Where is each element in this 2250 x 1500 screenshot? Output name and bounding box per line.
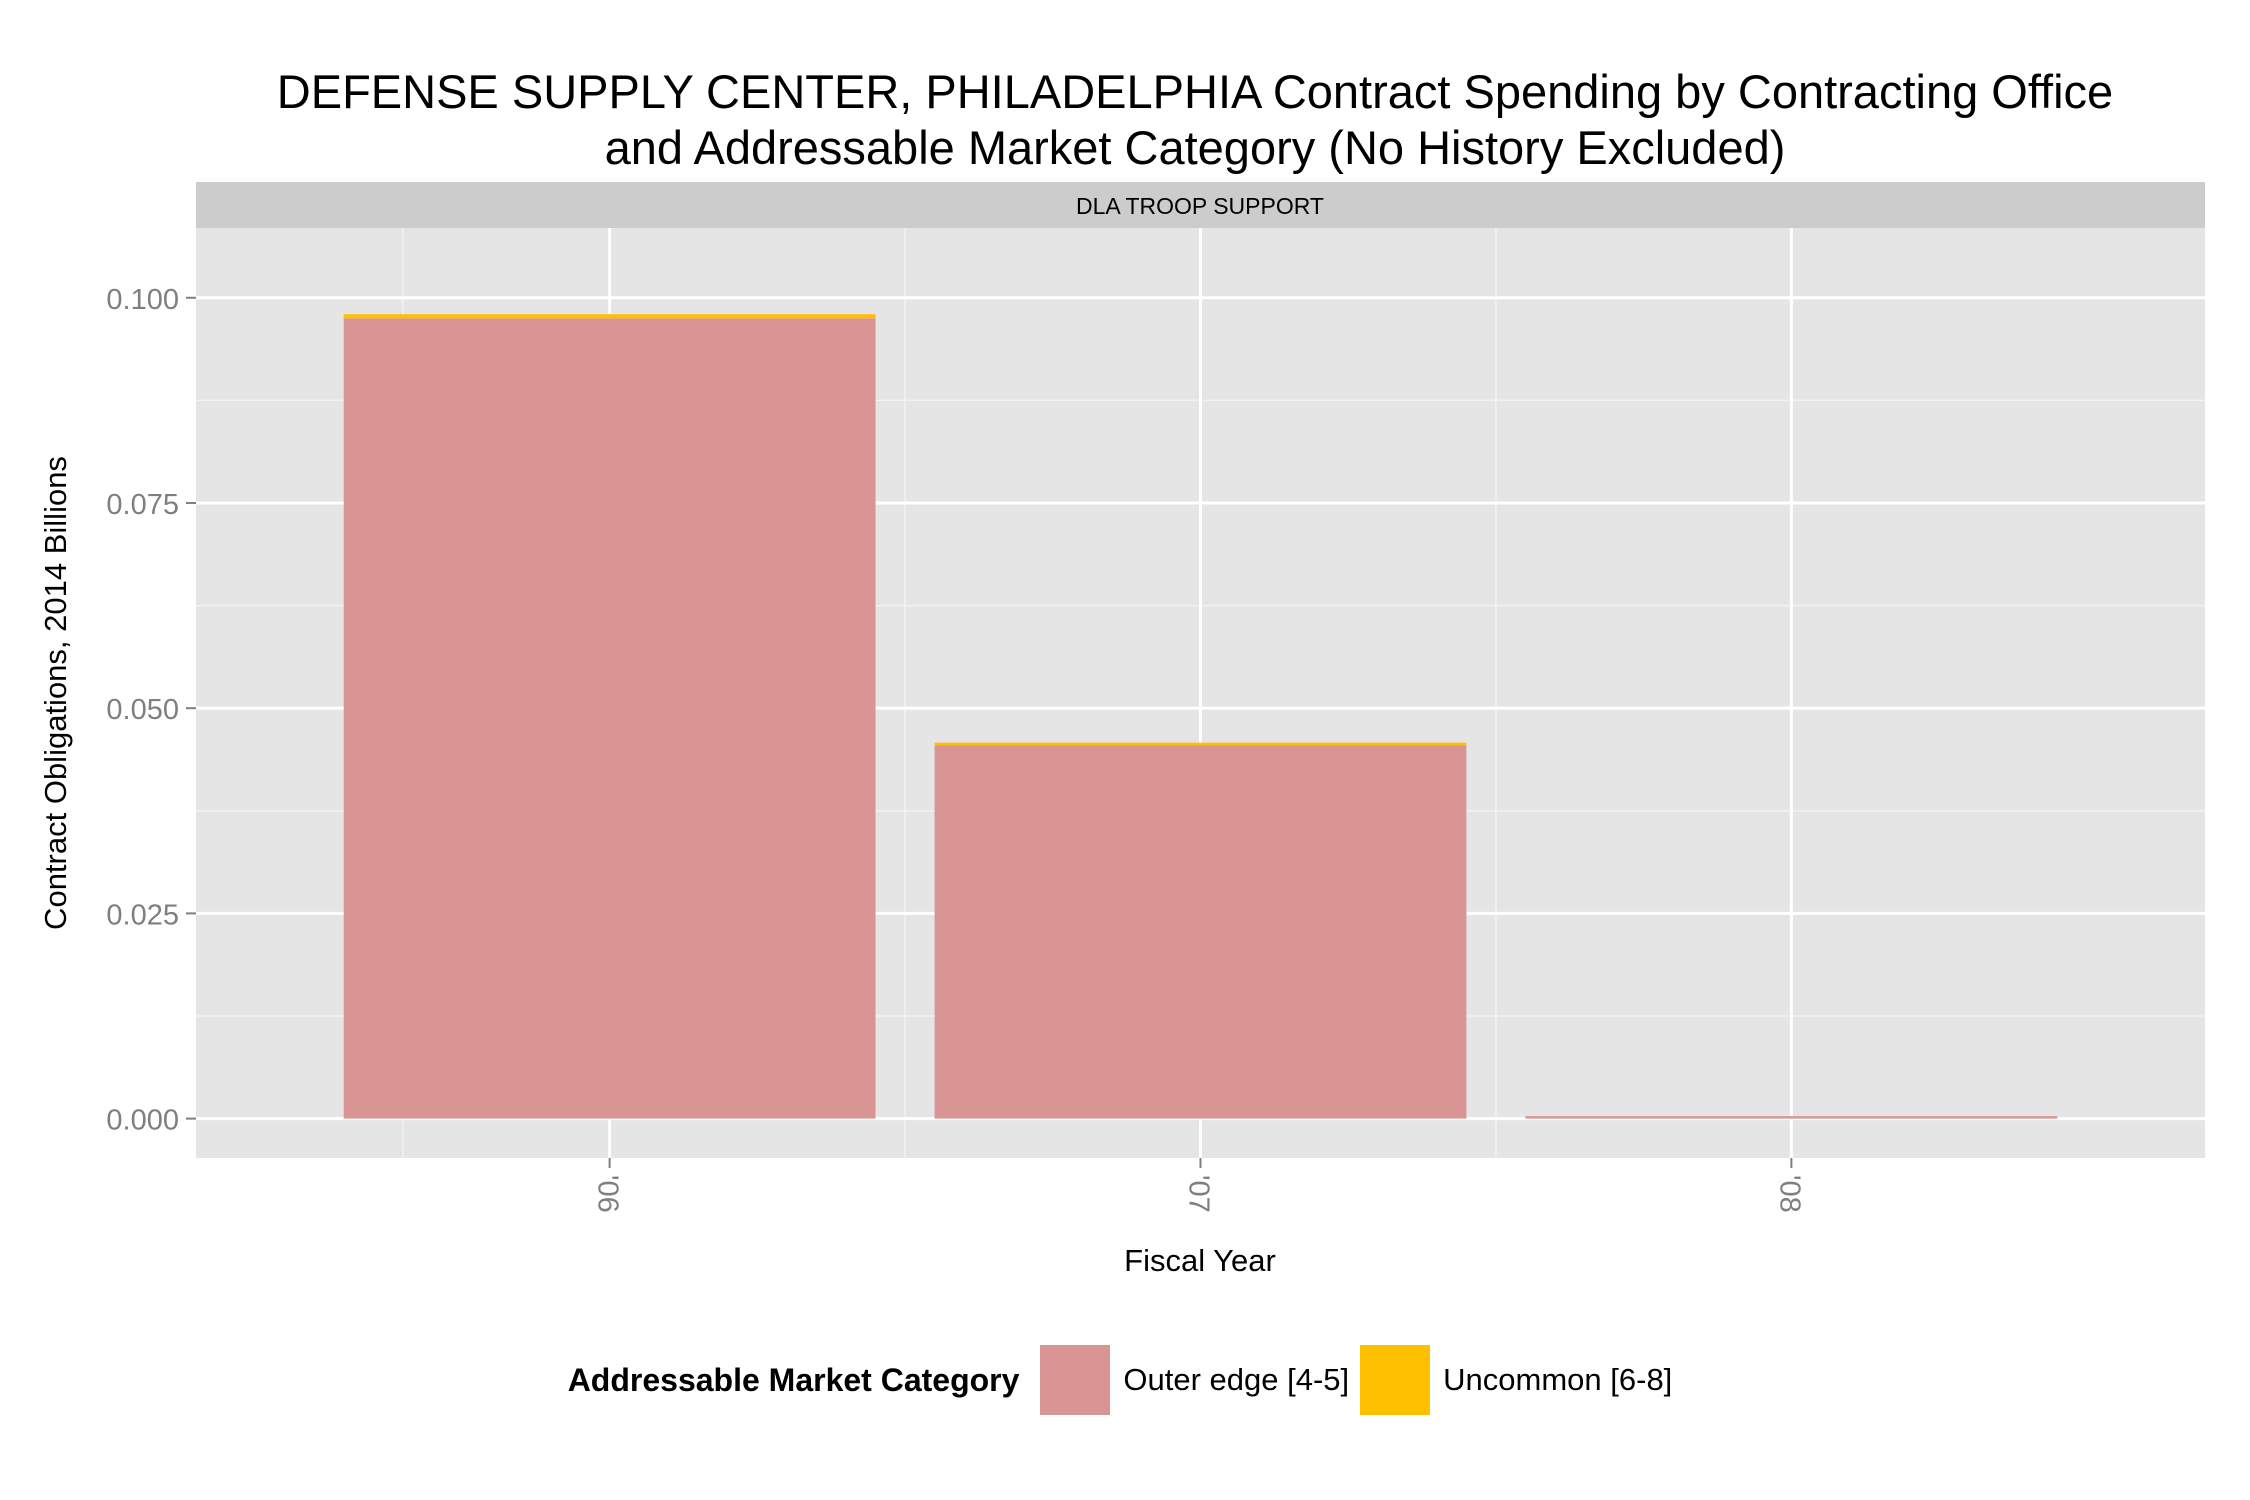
legend-swatch-outer-edge bbox=[1039, 1344, 1112, 1416]
chart-title-line-1: DEFENSE SUPPLY CENTER, PHILADELPHIA Cont… bbox=[277, 65, 2113, 118]
y-tick-label: 0.100 bbox=[106, 284, 179, 316]
legend-label-uncommon: Uncommon [6-8] bbox=[1443, 1362, 1673, 1397]
facet-label: DLA TROOP SUPPORT bbox=[1076, 193, 1324, 219]
chart-title-line-2: and Addressable Market Category (No Hist… bbox=[605, 121, 1786, 174]
x-tick-label: '07 bbox=[1183, 1175, 1215, 1213]
legend-item-uncommon: Uncommon [6-8] bbox=[1359, 1344, 1672, 1416]
x-axis-title: Fiscal Year bbox=[1124, 1243, 1276, 1278]
y-axis: 0.000 0.025 0.050 0.075 0.100 bbox=[106, 284, 196, 1137]
bar-outer-edge-0 bbox=[343, 318, 876, 1119]
bars bbox=[343, 314, 2058, 1119]
bar-uncommon-1 bbox=[934, 742, 1467, 746]
bar-outer-edge-2 bbox=[1525, 1116, 2058, 1119]
y-tick-label: 0.000 bbox=[106, 1105, 179, 1137]
legend-item-outer-edge: Outer edge [4-5] bbox=[1039, 1344, 1349, 1416]
bar-uncommon-0 bbox=[343, 314, 876, 319]
x-axis: '06 '07 '08 bbox=[592, 1158, 1805, 1213]
facet-strip bbox=[196, 182, 2205, 228]
y-tick-label: 0.075 bbox=[106, 489, 179, 521]
y-tick-label: 0.025 bbox=[106, 899, 179, 931]
x-tick-label: '06 bbox=[592, 1175, 624, 1213]
legend-swatch-uncommon bbox=[1359, 1344, 1432, 1416]
bar-outer-edge-1 bbox=[934, 745, 1467, 1119]
chart-canvas: DEFENSE SUPPLY CENTER, PHILADELPHIA Cont… bbox=[38, 65, 2205, 1278]
legend: Addressable Market Category Outer edge [… bbox=[0, 1340, 2250, 1420]
legend-title: Addressable Market Category bbox=[567, 1361, 1020, 1398]
legend-label-outer-edge: Outer edge [4-5] bbox=[1123, 1362, 1350, 1397]
x-tick-label: '08 bbox=[1773, 1175, 1805, 1213]
y-tick-label: 0.050 bbox=[106, 694, 179, 726]
y-axis-title: Contract Obligations, 2014 Billions bbox=[38, 456, 73, 930]
